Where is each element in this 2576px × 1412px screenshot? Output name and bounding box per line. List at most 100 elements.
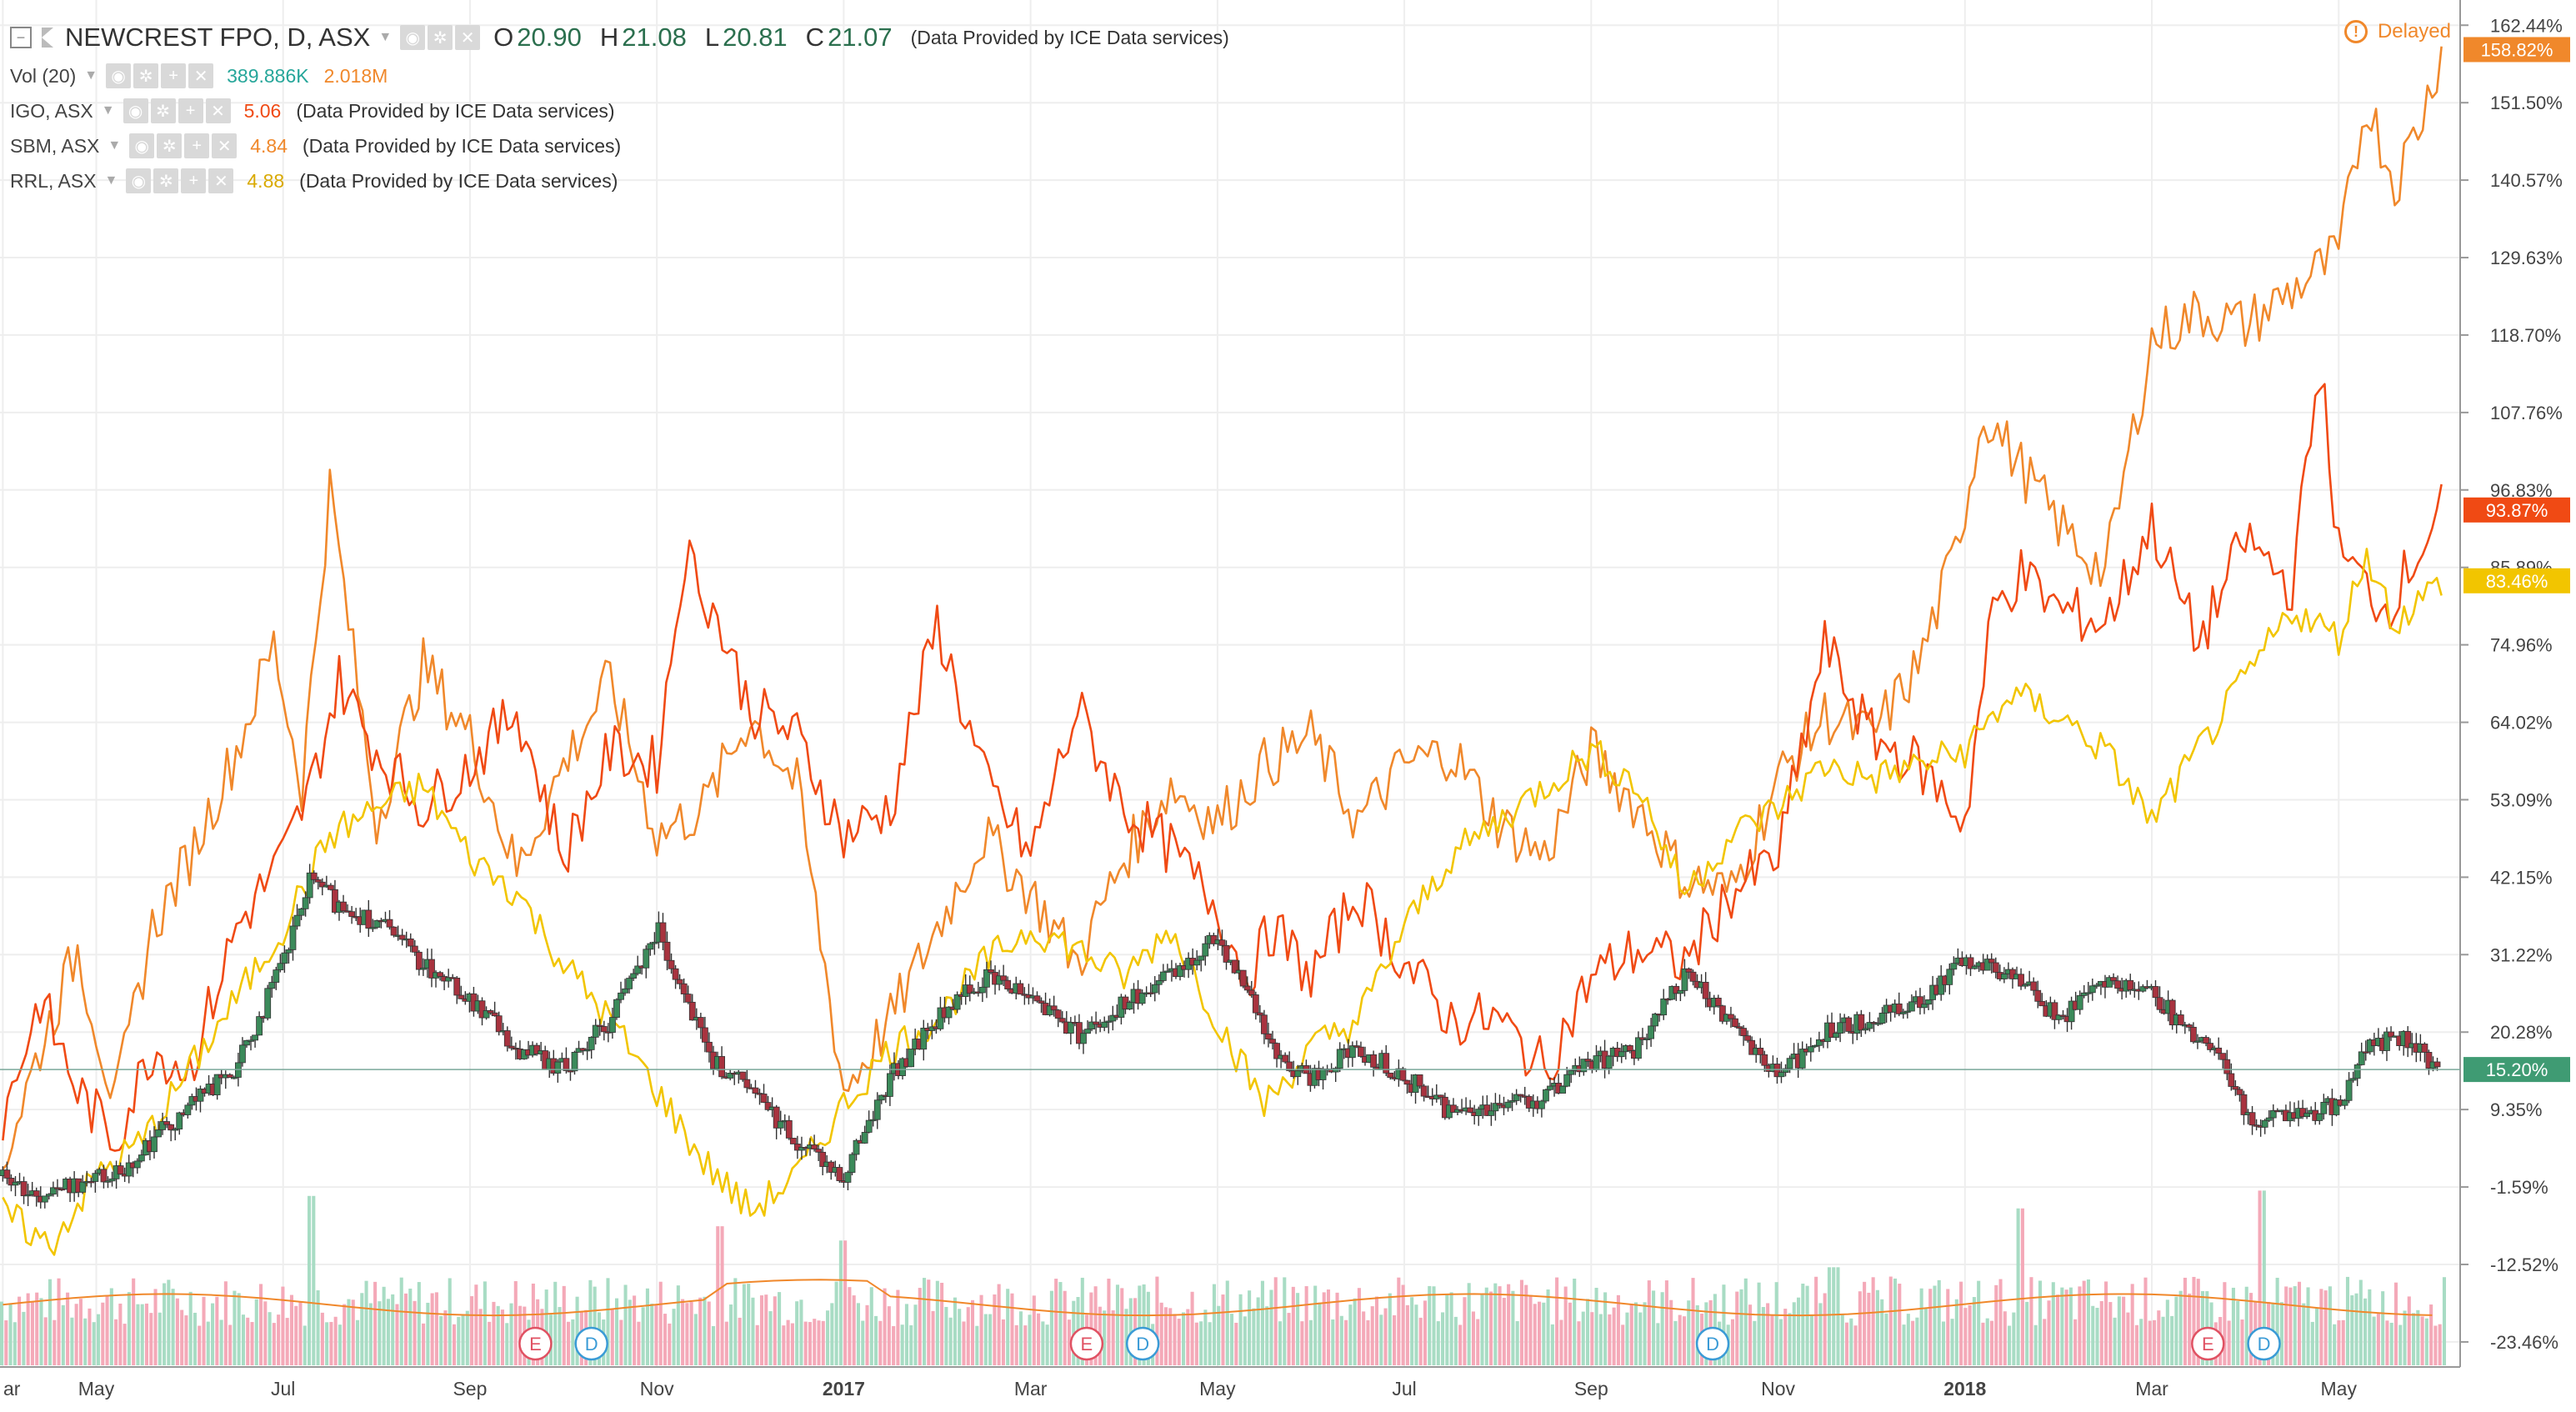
chevron-down-icon[interactable]: ▼ bbox=[101, 103, 115, 118]
volume-bar bbox=[830, 1303, 834, 1365]
y-tick-label: 96.83% bbox=[2490, 480, 2553, 501]
candle-body bbox=[386, 919, 393, 928]
add-icon[interactable]: + bbox=[161, 63, 187, 88]
candle-body bbox=[1504, 1101, 1512, 1109]
close-icon[interactable]: ✕ bbox=[212, 133, 238, 158]
volume-bar bbox=[1581, 1311, 1585, 1365]
candle-body bbox=[571, 1052, 578, 1072]
candle-body bbox=[302, 897, 309, 909]
gear-icon[interactable]: ✲ bbox=[133, 63, 159, 88]
candle-body bbox=[622, 988, 628, 994]
volume-bar bbox=[355, 1319, 360, 1365]
series-line-sbm[interactable] bbox=[2, 46, 2443, 1170]
y-tick-label: -1.59% bbox=[2490, 1177, 2548, 1198]
earnings-marker[interactable] bbox=[1069, 1326, 1104, 1361]
volume-bar bbox=[1559, 1319, 1563, 1365]
volume-bar bbox=[2043, 1319, 2047, 1365]
x-tick-label: Mar bbox=[2135, 1378, 2168, 1399]
chevron-down-icon[interactable]: ▼ bbox=[378, 30, 393, 44]
volume-bar bbox=[931, 1310, 935, 1365]
candle-body bbox=[2059, 1014, 2067, 1017]
candle-body bbox=[2030, 981, 2038, 991]
close-icon[interactable]: ✕ bbox=[455, 25, 481, 50]
chevron-down-icon[interactable]: ▼ bbox=[104, 173, 118, 188]
gear-icon[interactable]: ✲ bbox=[428, 25, 453, 50]
candle-body bbox=[1437, 1094, 1444, 1098]
study-value: 5.06 bbox=[243, 99, 282, 122]
volume-bar bbox=[2389, 1322, 2393, 1365]
candle-body bbox=[2207, 1043, 2213, 1050]
study-name[interactable]: Vol (20) bbox=[10, 64, 77, 87]
eye-icon[interactable]: ◉ bbox=[106, 63, 132, 88]
chevron-down-icon[interactable]: ▼ bbox=[84, 68, 98, 83]
x-tick-label: Jul bbox=[271, 1378, 295, 1399]
volume-bar bbox=[2078, 1286, 2082, 1365]
volume-bar bbox=[417, 1282, 421, 1365]
candle-body bbox=[1252, 994, 1259, 1014]
delayed-indicator[interactable]: ! Delayed bbox=[2343, 20, 2451, 43]
candle-body bbox=[2114, 980, 2121, 989]
volume-bar bbox=[983, 1314, 988, 1365]
flag-icon[interactable] bbox=[42, 28, 53, 48]
candle-body bbox=[2076, 995, 2083, 1010]
gear-icon[interactable]: ✲ bbox=[157, 133, 183, 158]
volume-bar bbox=[1221, 1294, 1225, 1365]
volume-bar bbox=[1959, 1281, 1963, 1365]
dividend-marker[interactable] bbox=[2247, 1326, 2281, 1361]
eye-icon[interactable]: ◉ bbox=[123, 98, 148, 123]
volume-bar bbox=[562, 1285, 566, 1365]
study-legend-igo: IGO, ASX ▼ ◉ ✲ + ✕ 5.06 (Data Provided b… bbox=[10, 95, 615, 127]
candle-body bbox=[1492, 1103, 1499, 1112]
dividend-marker[interactable] bbox=[1695, 1326, 1730, 1361]
candle-body bbox=[1496, 1103, 1503, 1106]
volume-bar bbox=[803, 1321, 808, 1365]
candle-body bbox=[117, 1165, 124, 1175]
candle-body bbox=[1319, 1068, 1327, 1080]
candle-body bbox=[1635, 1037, 1642, 1059]
close-icon[interactable]: ✕ bbox=[188, 63, 214, 88]
close-icon[interactable]: ✕ bbox=[205, 98, 231, 123]
study-name[interactable]: SBM, ASX bbox=[10, 134, 100, 157]
dividend-marker[interactable] bbox=[574, 1326, 608, 1361]
eye-icon[interactable]: ◉ bbox=[400, 25, 426, 50]
candle-body bbox=[2110, 977, 2117, 982]
dividend-marker[interactable] bbox=[1125, 1326, 1160, 1361]
volume-bar bbox=[1893, 1278, 1898, 1365]
last-value-label: 158.82% bbox=[2481, 39, 2553, 60]
candle-body bbox=[2228, 1073, 2235, 1087]
candle-body bbox=[1513, 1094, 1520, 1101]
study-name[interactable]: IGO, ASX bbox=[10, 99, 93, 122]
eye-icon[interactable]: ◉ bbox=[129, 133, 155, 158]
candle-body bbox=[2203, 1037, 2209, 1044]
add-icon[interactable]: + bbox=[181, 168, 207, 193]
candle-body bbox=[588, 1036, 595, 1050]
gear-icon[interactable]: ✲ bbox=[153, 168, 179, 193]
study-name[interactable]: RRL, ASX bbox=[10, 169, 97, 192]
gear-icon[interactable]: ✲ bbox=[150, 98, 176, 123]
volume-bar bbox=[1625, 1312, 1629, 1365]
symbol-title[interactable]: NEWCREST FPO, D, ASX bbox=[65, 23, 371, 52]
volume-bar bbox=[1972, 1297, 1976, 1365]
chevron-down-icon[interactable]: ▼ bbox=[108, 138, 122, 153]
collapse-legend-button[interactable]: − bbox=[10, 27, 32, 48]
volume-bar bbox=[658, 1281, 663, 1365]
add-icon[interactable]: + bbox=[178, 98, 203, 123]
eye-icon[interactable]: ◉ bbox=[126, 168, 152, 193]
volume-bar bbox=[78, 1299, 83, 1365]
candle-body bbox=[108, 1178, 116, 1182]
candle-body bbox=[567, 1070, 574, 1073]
volume-bar bbox=[1933, 1285, 1937, 1365]
volume-bar bbox=[838, 1240, 843, 1365]
close-icon[interactable]: ✕ bbox=[208, 168, 234, 193]
earnings-marker[interactable] bbox=[2191, 1326, 2225, 1361]
volume-bar bbox=[2139, 1319, 2143, 1365]
volume-bar bbox=[1638, 1312, 1643, 1365]
volume-bar bbox=[1182, 1312, 1186, 1365]
add-icon[interactable]: + bbox=[184, 133, 210, 158]
volume-bar bbox=[1471, 1311, 1475, 1365]
earnings-marker[interactable] bbox=[518, 1326, 553, 1361]
series-line-rrl[interactable] bbox=[2, 548, 2443, 1256]
candle-body bbox=[1467, 1107, 1474, 1113]
